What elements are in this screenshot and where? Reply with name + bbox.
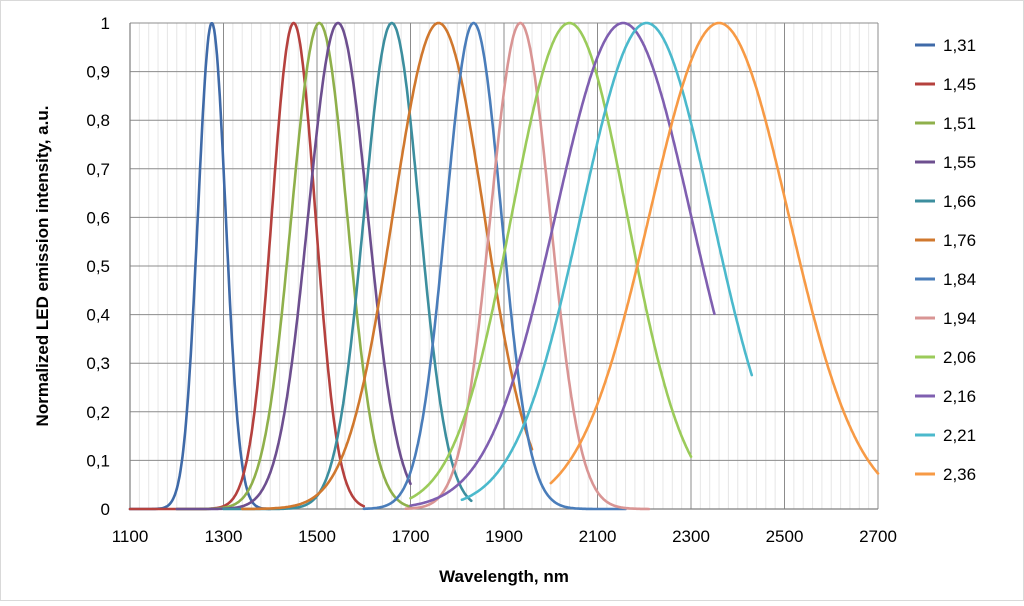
legend-label: 1,66 <box>943 192 976 211</box>
series-line-2-36 <box>549 21 880 485</box>
x-tick-label: 1700 <box>392 527 430 546</box>
y-tick-label: 0,1 <box>86 451 110 470</box>
y-tick-label: 0,3 <box>86 354 110 373</box>
series-line-2-06 <box>409 21 693 500</box>
x-axis-title: Wavelength, nm <box>439 567 569 586</box>
x-tick-label: 2300 <box>672 527 710 546</box>
legend-label: 2,36 <box>943 465 976 484</box>
series-line-1-94 <box>404 21 651 511</box>
y-tick-labels: 0 0,1 0,2 0,3 0,4 0,5 0,6 0,7 0,8 0,9 1 <box>86 14 110 519</box>
series-line-2-16 <box>409 21 716 507</box>
legend-label: 2,16 <box>943 387 976 406</box>
y-tick-label: 1 <box>101 14 110 33</box>
legend: 1,31 1,45 1,51 1,55 1,66 1,76 1,84 1,94 2,06 2,16… <box>915 36 976 484</box>
x-tick-label: 1900 <box>485 527 523 546</box>
legend-label: 1,94 <box>943 309 976 328</box>
legend-label: 1,55 <box>943 153 976 172</box>
y-axis-title: Normalized LED emission intensity, a.u. <box>33 106 52 427</box>
legend-label: 2,21 <box>943 426 976 445</box>
x-tick-label: 1500 <box>298 527 336 546</box>
y-tick-label: 0,2 <box>86 403 110 422</box>
series-line-1-45 <box>128 21 366 511</box>
x-tick-label: 2100 <box>579 527 617 546</box>
y-tick-label: 0 <box>101 500 110 519</box>
series-line-2-21 <box>460 21 754 502</box>
x-tick-label: 2500 <box>766 527 804 546</box>
x-tick-label: 1100 <box>112 527 149 546</box>
y-tick-label: 0,9 <box>86 63 110 82</box>
y-tick-label: 0,8 <box>86 111 110 130</box>
x-tick-label: 2700 <box>859 527 897 546</box>
x-tick-label: 1300 <box>205 527 243 546</box>
legend-label: 1,31 <box>943 36 976 55</box>
legend-label: 2,06 <box>943 348 976 367</box>
legend-label: 1,51 <box>943 114 976 133</box>
series-layer <box>128 21 880 511</box>
legend-label: 1,76 <box>943 231 976 250</box>
y-tick-label: 0,7 <box>86 160 110 179</box>
y-tick-label: 0,4 <box>86 306 110 325</box>
legend-label: 1,84 <box>943 270 976 289</box>
series-line-1-55 <box>175 21 412 511</box>
x-tick-labels: 1100 1300 1500 1700 1900 2100 2300 2500 2700 <box>112 527 897 546</box>
series-line-1-84 <box>362 21 627 511</box>
legend-label: 1,45 <box>943 75 976 94</box>
y-tick-label: 0,6 <box>86 208 110 227</box>
series-line-1-76 <box>240 21 534 511</box>
y-tick-label: 0,5 <box>86 257 110 276</box>
